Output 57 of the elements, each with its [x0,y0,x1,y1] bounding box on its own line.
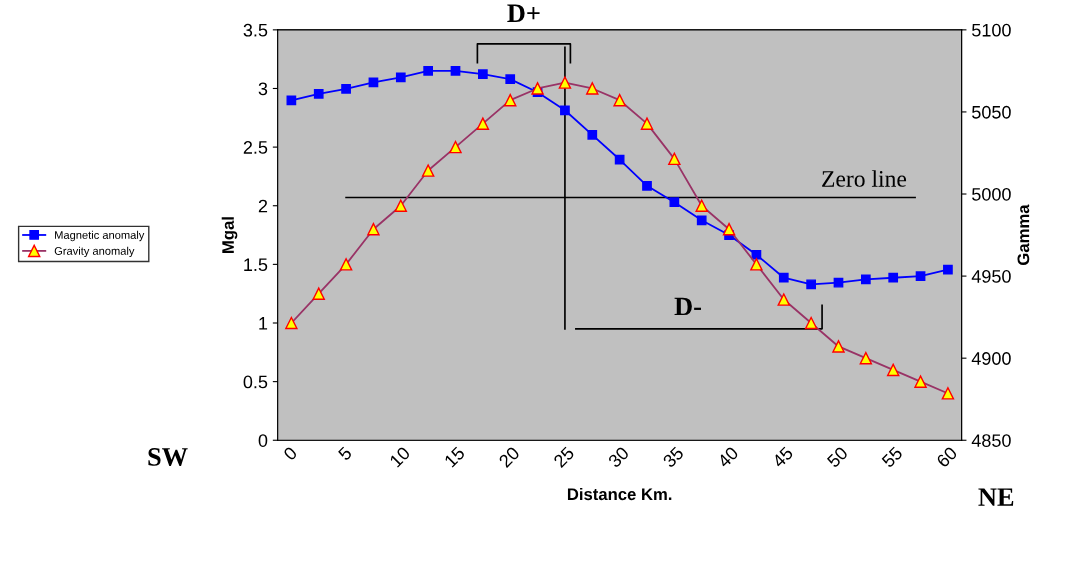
y-tick-label: 0.5 [243,375,268,389]
text: SW [148,448,188,466]
point [560,105,570,116]
y-tick-label: 0 [258,434,268,447]
y2-tick-label: 4900 [971,352,1011,365]
point [669,197,680,208]
y-tick-label: 1 [259,317,268,330]
y2-tick-label: 4950 [971,270,1011,283]
x-tick-label: 55 [881,446,904,469]
text: NE [978,488,1014,506]
y2-tick-label: 5100 [972,23,1011,37]
point [450,66,461,76]
y2-tick-label: 5000 [972,187,1011,201]
x-tick-label: 50 [826,445,849,469]
legend-label: Magnetic anomaly [55,230,145,242]
x-tick-label: 20 [498,445,521,469]
x-tick-label: 25 [552,445,575,469]
y-tick-label: 3.5 [243,23,268,37]
point [505,74,516,84]
x-tick-label: 5 [337,446,353,462]
point [614,154,625,165]
y-tick-label: 1.5 [244,258,268,272]
x-tick-label: 30 [607,445,630,469]
y-tick-label: 2 [258,199,268,213]
x-tick-label: 45 [771,446,794,469]
x-tick-label: 35 [662,445,685,469]
legend-label: Gravity anomaly [54,246,135,258]
x-axis-title: Distance Km. [567,487,672,501]
y2-tick-label: 5050 [972,105,1011,119]
point [587,130,598,140]
point [478,69,488,80]
point [423,66,434,76]
y-axis-title: Mgal [221,217,238,253]
y-tick-label: 3 [258,82,268,96]
x-tick-label: 60 [935,445,958,469]
point [888,272,899,283]
y2-tick-label: 4850 [971,434,1011,447]
x-tick-label: 40 [716,445,740,469]
point [943,264,953,275]
text: D+ [507,4,540,22]
x-tick-label: 15 [443,446,466,468]
point [778,272,789,283]
point [395,72,406,83]
point [313,89,324,99]
point [833,277,844,288]
y2-axis-title: Gamma [1017,204,1030,265]
point [806,279,816,290]
point [341,84,351,94]
x-tick-label: 10 [389,445,411,468]
point [642,180,652,191]
y-tick-label: 2.5 [243,141,268,154]
point [915,271,926,281]
annotation: D- [674,297,701,316]
ref-line-label: Zero line [822,170,907,187]
x-tick-label: 0 [282,445,298,462]
point [860,274,871,285]
point [696,215,707,226]
